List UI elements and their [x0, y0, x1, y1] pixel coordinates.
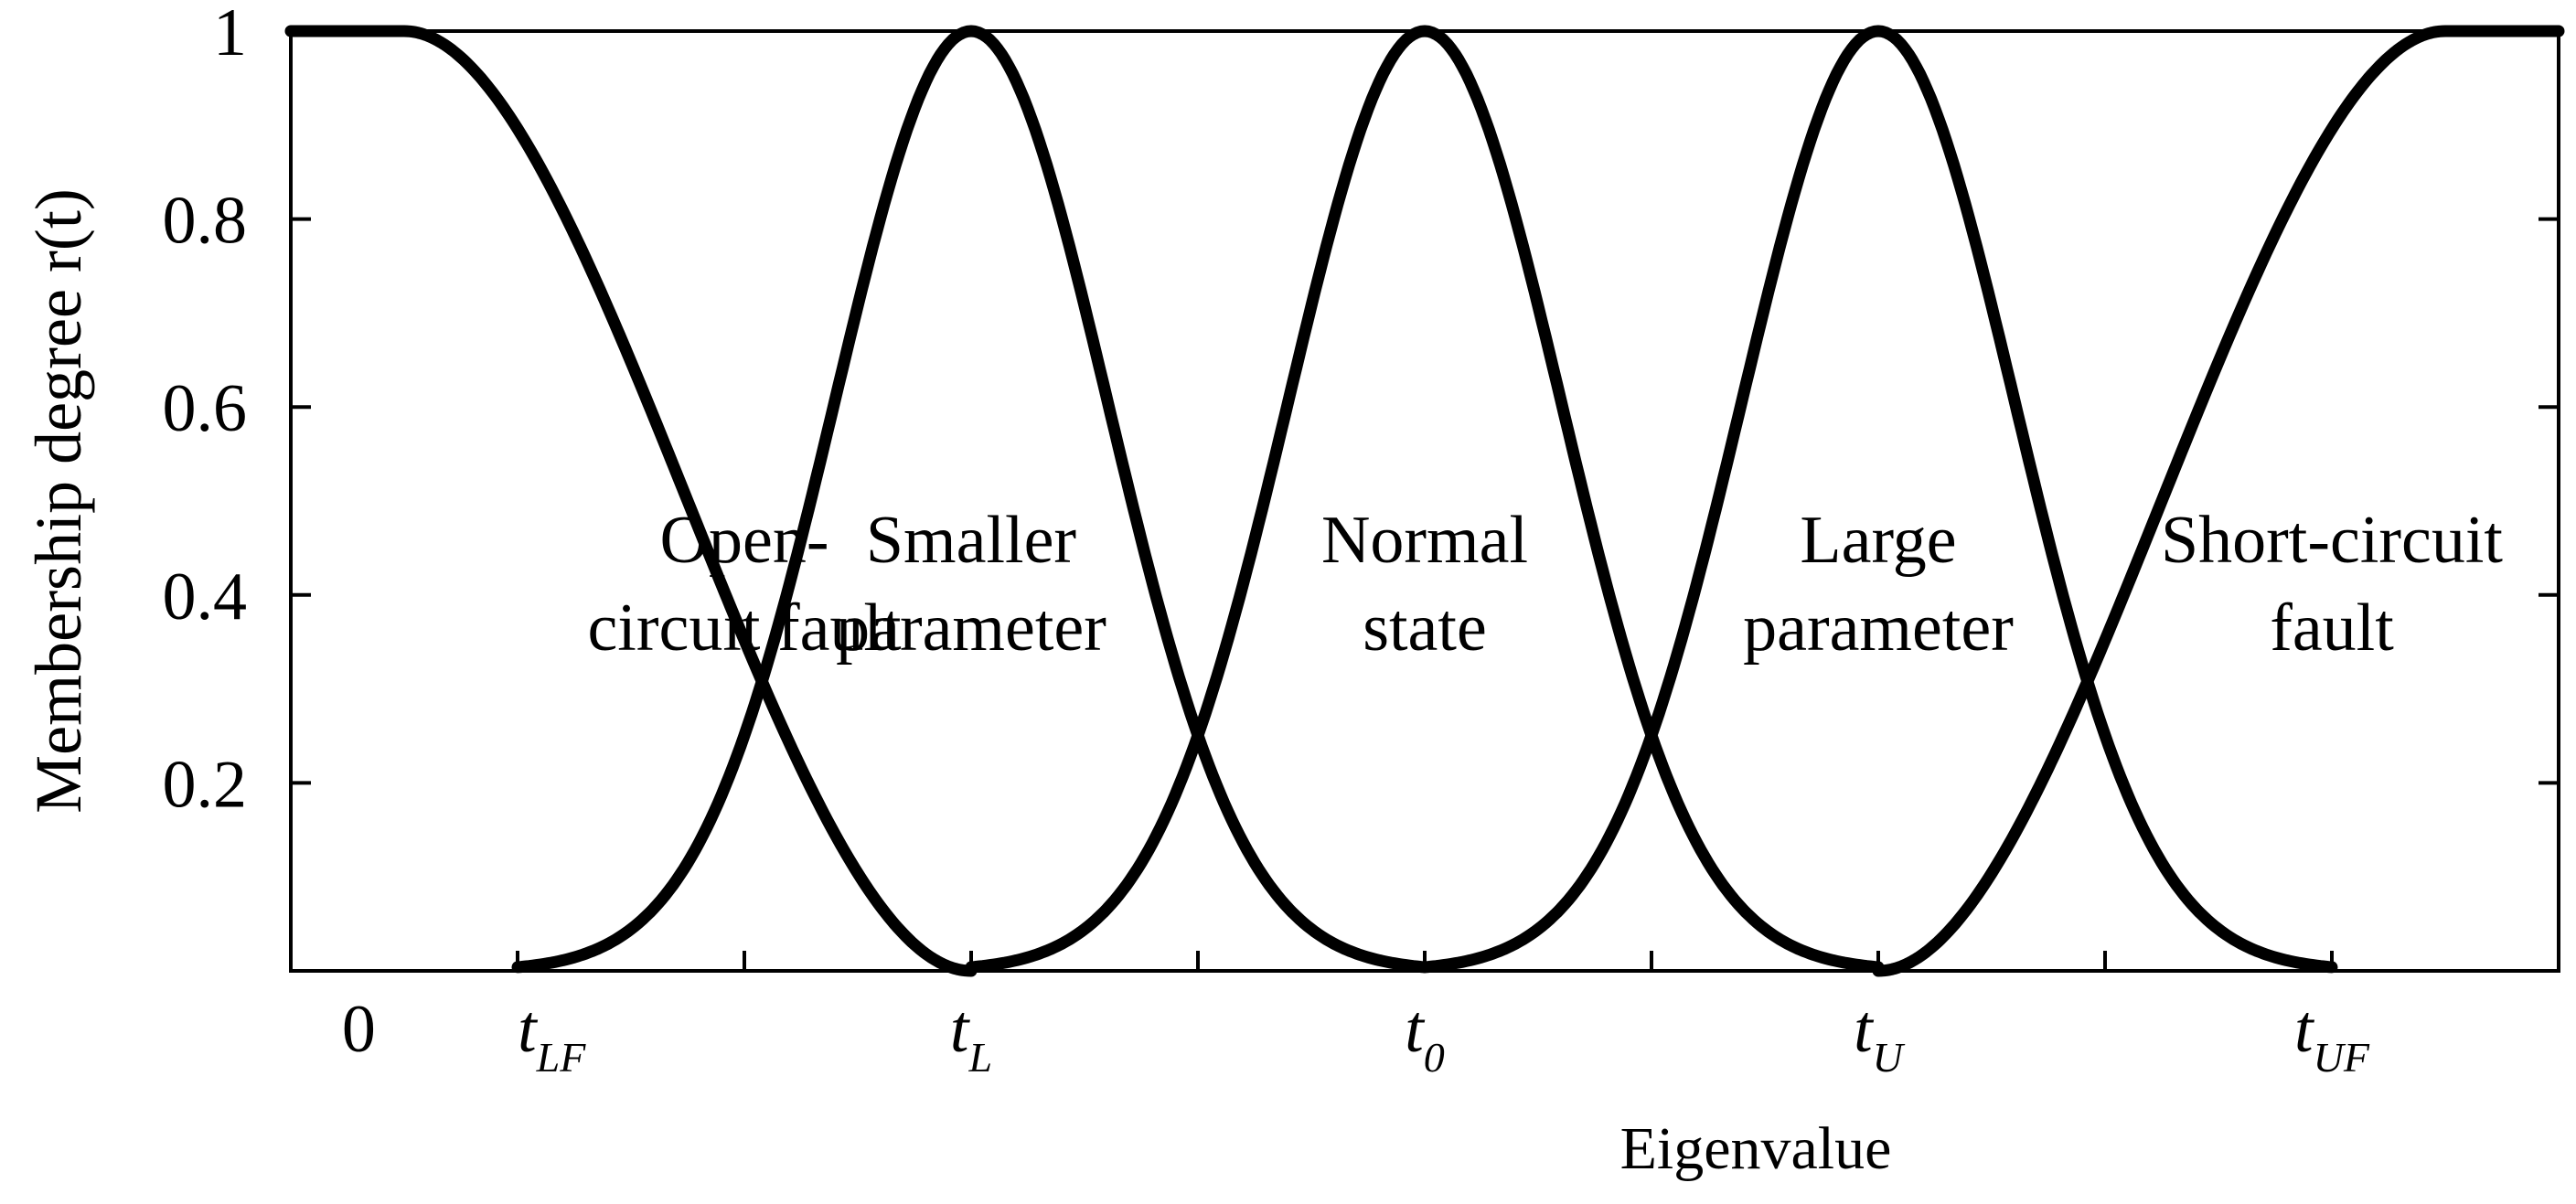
x-tick-label: t0 [1405, 992, 1445, 1081]
y-tick-label: 0.8 [163, 184, 248, 259]
curve-series-5 [1872, 25, 2565, 977]
x-tick-labels: 0 tLF tL t0 tU tUF [342, 992, 2370, 1081]
region-label: Open-circuit fault [587, 503, 902, 666]
x-tick-label: tLF [518, 992, 586, 1081]
curve-series-2 [511, 25, 1431, 974]
x-tick-label: tL [950, 992, 992, 1081]
y-tick-label: 0.2 [163, 747, 248, 822]
region-label: Large parameter [1743, 503, 2014, 666]
region-label: Normal state [1321, 503, 1528, 666]
region-label: Smaller parameter [836, 503, 1106, 666]
x-tick-label: 0 [342, 992, 376, 1067]
plot-frame [289, 29, 2560, 973]
y-tick-labels: 0.2 0.4 0.6 0.8 1 [163, 0, 248, 822]
y-tick-label: 0.4 [163, 559, 248, 634]
curve-series-1 [284, 25, 978, 977]
y-tick-label: 0.6 [163, 371, 248, 446]
y-tick-label: 1 [213, 0, 247, 70]
y-axis-label: Membership degree r(t) [22, 188, 95, 814]
curve-series-3 [965, 25, 1885, 974]
x-tick-label: tUF [2294, 992, 2370, 1081]
curves [284, 25, 2565, 977]
x-tick-label: tU [1854, 992, 1906, 1081]
region-label: Short-circuit fault [2161, 503, 2503, 666]
curve-series-4 [1418, 25, 2338, 974]
x-axis-label: Eigenvalue [1620, 1115, 1892, 1182]
